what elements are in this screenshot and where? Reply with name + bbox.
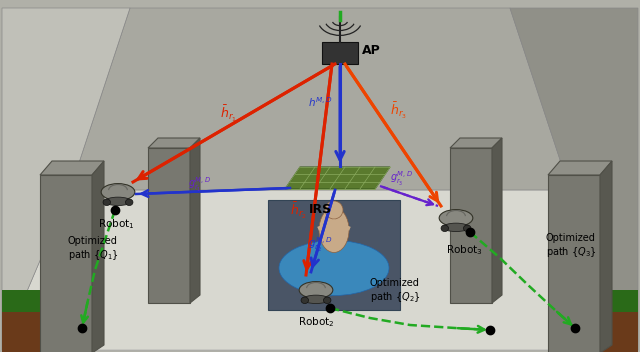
Ellipse shape	[443, 223, 469, 232]
Ellipse shape	[463, 225, 471, 232]
Ellipse shape	[325, 201, 343, 219]
Polygon shape	[268, 200, 400, 310]
Polygon shape	[92, 161, 104, 352]
Polygon shape	[548, 175, 600, 352]
Text: $g^{M,D}_{r_3}$: $g^{M,D}_{r_3}$	[390, 170, 413, 188]
Text: Optimized
path $\{Q_3\}$: Optimized path $\{Q_3\}$	[546, 233, 597, 259]
Text: $h^{M,D}$: $h^{M,D}$	[308, 95, 333, 109]
Polygon shape	[2, 310, 52, 352]
Polygon shape	[2, 8, 130, 350]
Polygon shape	[148, 148, 190, 303]
Text: $\bar{h}_{r_1}$: $\bar{h}_{r_1}$	[220, 103, 237, 124]
Ellipse shape	[103, 199, 111, 206]
Ellipse shape	[319, 207, 349, 252]
Text: AP: AP	[362, 44, 381, 57]
Ellipse shape	[441, 225, 449, 232]
Polygon shape	[588, 290, 638, 312]
Text: Optimized
path $\{Q_1\}$: Optimized path $\{Q_1\}$	[68, 236, 119, 262]
Ellipse shape	[323, 297, 331, 303]
Text: Robot$_2$: Robot$_2$	[298, 315, 334, 329]
Text: Optimized
path $\{Q_2\}$: Optimized path $\{Q_2\}$	[370, 278, 421, 304]
Text: IRS: IRS	[308, 203, 332, 216]
Text: $g^{M,D}_{r_1}$: $g^{M,D}_{r_1}$	[188, 176, 211, 194]
Polygon shape	[40, 175, 92, 352]
Polygon shape	[588, 310, 638, 352]
Ellipse shape	[299, 282, 333, 298]
Polygon shape	[2, 190, 638, 350]
Ellipse shape	[125, 199, 133, 206]
Polygon shape	[285, 167, 390, 189]
Polygon shape	[450, 138, 502, 148]
Polygon shape	[548, 161, 612, 175]
Polygon shape	[492, 138, 502, 303]
Polygon shape	[148, 138, 200, 148]
Ellipse shape	[279, 240, 389, 295]
Polygon shape	[40, 161, 104, 175]
Text: $g^{M,D}_{r_2}$: $g^{M,D}_{r_2}$	[308, 236, 332, 254]
Polygon shape	[450, 148, 492, 303]
Ellipse shape	[105, 197, 131, 206]
Polygon shape	[510, 8, 638, 350]
Polygon shape	[2, 290, 52, 312]
Text: $\bar{h}_{r_3}$: $\bar{h}_{r_3}$	[390, 100, 407, 121]
Text: Robot$_1$: Robot$_1$	[98, 217, 134, 231]
Ellipse shape	[303, 295, 329, 303]
Polygon shape	[190, 138, 200, 303]
Bar	[322, 42, 358, 64]
Ellipse shape	[101, 184, 135, 200]
Polygon shape	[600, 161, 612, 352]
Ellipse shape	[439, 209, 473, 226]
Polygon shape	[70, 8, 570, 190]
Text: $\bar{h}_{r_2}$: $\bar{h}_{r_2}$	[290, 201, 307, 221]
Text: Robot$_3$: Robot$_3$	[445, 243, 483, 257]
Ellipse shape	[301, 297, 308, 303]
